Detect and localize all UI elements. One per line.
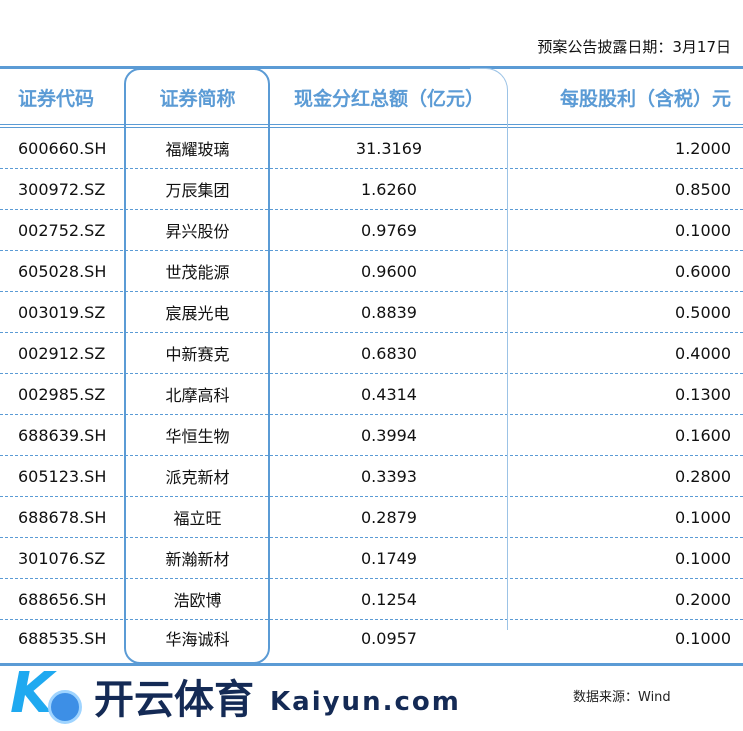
- cell-name: 福立旺: [173, 509, 222, 528]
- logo-k-icon: K: [10, 661, 54, 726]
- cell-code: 688656.SH: [18, 589, 107, 609]
- cell-per-share: 0.4000: [675, 343, 731, 363]
- table-row: 688639.SH 华恒生物 0.3994 0.1600: [0, 415, 743, 456]
- table-row: 688535.SH 华海诚科 0.0957 0.1000: [0, 620, 743, 656]
- table-body: 600660.SH 福耀玻璃 31.3169 1.2000 300972.SZ 万辰集团 1…: [0, 128, 743, 656]
- table-row: 002752.SZ 昇兴股份 0.9769 0.1000: [0, 210, 743, 251]
- table-row: 605123.SH 派克新材 0.3393 0.2800: [0, 456, 743, 497]
- cell-total-dividend: 0.6830: [361, 343, 417, 363]
- cell-per-share: 0.5000: [675, 302, 731, 322]
- table-row: 688678.SH 福立旺 0.2879 0.1000: [0, 497, 743, 538]
- cell-name: 中新赛克: [165, 345, 230, 364]
- cell-total-dividend: 31.3169: [355, 138, 423, 158]
- cell-code: 002985.SZ: [18, 384, 106, 404]
- table-row: 300972.SZ 万辰集团 1.6260 0.8500: [0, 169, 743, 210]
- table-row: 600660.SH 福耀玻璃 31.3169 1.2000: [0, 128, 743, 169]
- cell-per-share: 0.1300: [675, 384, 731, 404]
- cell-code: 605028.SH: [18, 261, 107, 281]
- cell-name: 昇兴股份: [165, 222, 230, 241]
- cell-code: 300972.SZ: [18, 179, 106, 199]
- disclosure-date: 预案公告披露日期：3月17日: [537, 38, 731, 56]
- cell-per-share: 0.1000: [675, 548, 731, 568]
- cell-total-dividend: 0.4314: [361, 384, 417, 404]
- cell-code: 600660.SH: [18, 138, 107, 158]
- cell-total-dividend: 0.2879: [361, 507, 417, 527]
- cell-per-share: 0.1600: [675, 425, 731, 445]
- cell-total-dividend: 0.3994: [361, 425, 417, 445]
- cell-code: 003019.SZ: [18, 302, 106, 322]
- header-total-dividend: 现金分红总额（亿元）: [293, 87, 484, 110]
- watermark-en: Kaiyun.com: [270, 687, 461, 717]
- cell-name: 万辰集团: [165, 181, 230, 200]
- header-name: 证券简称: [159, 87, 236, 110]
- cell-name: 北摩高科: [165, 386, 230, 405]
- watermark-cn: 开云体育: [94, 677, 254, 723]
- cell-total-dividend: 0.0957: [361, 628, 417, 648]
- cell-total-dividend: 0.1254: [361, 589, 417, 609]
- cell-name: 华恒生物: [165, 427, 230, 446]
- cell-name: 福耀玻璃: [165, 140, 230, 159]
- cell-code: 688639.SH: [18, 425, 107, 445]
- table-row: 002985.SZ 北摩高科 0.4314 0.1300: [0, 374, 743, 415]
- cell-code: 605123.SH: [18, 466, 107, 486]
- cell-name: 世茂能源: [165, 263, 230, 282]
- cell-code: 301076.SZ: [18, 548, 106, 568]
- header-per-share: 每股股利（含税）元: [559, 87, 731, 110]
- cell-code: 688535.SH: [18, 628, 107, 648]
- cell-total-dividend: 1.6260: [361, 179, 417, 199]
- cell-per-share: 0.6000: [675, 261, 731, 281]
- cell-code: 688678.SH: [18, 507, 107, 527]
- watermark-logo: K 开云体育 Kaiyun.com: [10, 662, 461, 731]
- cell-code: 002752.SZ: [18, 220, 106, 240]
- cell-per-share: 0.1000: [675, 507, 731, 527]
- header-code: 证券代码: [18, 87, 95, 110]
- cell-name: 派克新材: [165, 468, 230, 487]
- data-source: 数据来源：Wind: [573, 690, 671, 705]
- table-row: 002912.SZ 中新赛克 0.6830 0.4000: [0, 333, 743, 374]
- cell-total-dividend: 0.3393: [361, 466, 417, 486]
- table-row: 688656.SH 浩欧博 0.1254 0.2000: [0, 579, 743, 620]
- table-row: 301076.SZ 新瀚新材 0.1749 0.1000: [0, 538, 743, 579]
- table-row: 003019.SZ 宸展光电 0.8839 0.5000: [0, 292, 743, 333]
- cell-per-share: 1.2000: [675, 138, 731, 158]
- header-divider: [0, 124, 743, 128]
- cell-total-dividend: 0.1749: [361, 548, 417, 568]
- cell-name: 华海诚科: [165, 630, 230, 649]
- table-header: 证券代码 证券简称 现金分红总额（亿元） 每股股利（含税）元: [0, 69, 743, 125]
- cell-total-dividend: 0.8839: [361, 302, 417, 322]
- table-top-border: [0, 66, 743, 69]
- cell-name: 浩欧博: [173, 591, 222, 610]
- cell-total-dividend: 0.9769: [361, 220, 417, 240]
- column-divider: [507, 110, 508, 630]
- header-column-arc: [470, 68, 508, 128]
- table-row: 605028.SH 世茂能源 0.9600 0.6000: [0, 251, 743, 292]
- cell-code: 002912.SZ: [18, 343, 106, 363]
- cell-per-share: 0.1000: [675, 220, 731, 240]
- cell-per-share: 0.2800: [675, 466, 731, 486]
- cell-per-share: 0.2000: [675, 589, 731, 609]
- cell-per-share: 0.8500: [675, 179, 731, 199]
- cell-name: 新瀚新材: [165, 550, 230, 569]
- table-bottom-border: [0, 663, 743, 666]
- cell-name: 宸展光电: [165, 304, 230, 323]
- cell-per-share: 0.1000: [675, 628, 731, 648]
- cell-total-dividend: 0.9600: [361, 261, 417, 281]
- soccer-ball-icon: [48, 690, 82, 724]
